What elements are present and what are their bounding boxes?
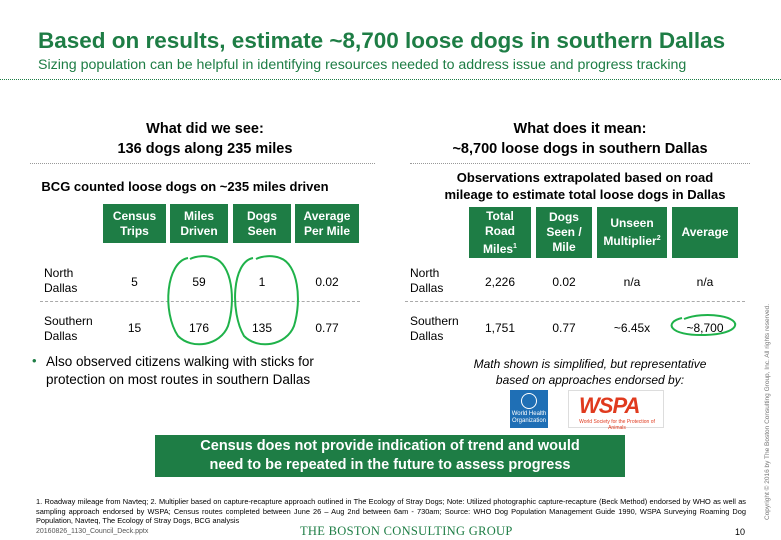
right-section-heading: What does it mean: ~8,700 loose dogs in … <box>420 119 740 159</box>
left-heading-line2: 136 dogs along 235 miles <box>117 141 293 157</box>
col-seen-line2: Seen / <box>546 225 582 239</box>
right-row-label-north-line1: North <box>410 266 440 280</box>
copyright-notice: Copyright © 2016 by The Boston Consultin… <box>764 303 771 520</box>
col-road-footnote-mark: 1 <box>513 242 517 250</box>
right-subheading-line1: Observations extrapolated based on road <box>456 170 714 185</box>
right-row-label-southern: Southern Dallas <box>410 314 459 344</box>
bullet-icon: • <box>32 353 37 368</box>
southern-miles-driven: 176 <box>188 321 210 335</box>
title-divider <box>0 79 781 80</box>
globe-icon <box>521 393 537 409</box>
left-subheading: BCG counted loose dogs on ~235 miles dri… <box>41 179 329 194</box>
right-heading-line2: ~8,700 loose dogs in southern Dallas <box>452 141 708 157</box>
southern-dogs-seen-per-mile: 0.77 <box>552 321 576 335</box>
wspa-logo-text: WSPA <box>579 393 640 418</box>
math-note-line1: Math shown is simplified, but representa… <box>473 357 707 371</box>
row-label-north-line1: North <box>44 266 74 280</box>
north-unseen-multiplier: n/a <box>623 275 641 289</box>
slide-subtitle: Sizing population can be helpful in iden… <box>38 57 687 73</box>
north-miles-driven: 59 <box>192 275 206 289</box>
right-heading-divider <box>410 163 750 164</box>
bcg-logo: THE BOSTON CONSULTING GROUP <box>300 524 513 538</box>
slide-title: Based on results, estimate ~8,700 loose … <box>38 28 726 53</box>
who-logo-icon: World Health Organization <box>510 390 548 428</box>
col-dogs-seen-per-mile: Dogs Seen / Mile <box>536 207 592 258</box>
right-row-label-north: North Dallas <box>410 266 443 296</box>
southern-dogs-seen: 135 <box>251 321 273 335</box>
col-road-line3: Miles <box>483 241 514 256</box>
col-census-trips-label: Census Trips <box>112 208 157 238</box>
observation-bullet-line1: Also observed citizens walking with stic… <box>46 354 314 369</box>
census-callout: Census does not provide indication of tr… <box>155 435 625 477</box>
wspa-logo-subtext: World Society for the Protection of Anim… <box>579 419 655 431</box>
col-unseen-line1: Unseen <box>610 216 654 230</box>
right-subheading: Observations extrapolated based on road … <box>425 169 745 203</box>
col-census-trips: Census Trips <box>103 204 166 243</box>
col-average-right-label: Average <box>681 225 729 239</box>
row-label-southern: Southern Dallas <box>44 314 93 344</box>
who-logo-text-line1: World Health <box>511 411 547 417</box>
row-label-southern-line1: Southern <box>44 314 93 328</box>
southern-unseen-multiplier: ~6.45x <box>613 321 651 335</box>
southern-total-road-miles: 1,751 <box>484 321 516 335</box>
col-seen-line3: Mile <box>552 240 576 254</box>
census-callout-line1: Census does not provide indication of tr… <box>200 438 580 454</box>
file-name: 20160826_1130_Council_Deck.pptx <box>36 528 149 535</box>
southern-census-trips: 15 <box>127 321 142 335</box>
right-heading-line1: What does it mean: <box>513 121 647 137</box>
row-label-southern-line2: Dallas <box>44 329 78 343</box>
southern-average-per-mile: 0.77 <box>315 321 339 335</box>
right-row-divider <box>405 301 745 302</box>
left-heading-divider <box>30 163 375 164</box>
col-unseen-line2: Multiplier <box>603 234 657 248</box>
census-callout-line2: need to be repeated in the future to ass… <box>209 457 571 473</box>
row-label-north: North Dallas <box>44 266 77 296</box>
math-note-line2: based on approaches endorsed by: <box>495 373 685 387</box>
col-average-per-mile-label: Average Per Mile <box>303 208 351 238</box>
right-row-label-southern-line2: Dallas <box>410 329 444 343</box>
col-seen-line1: Dogs <box>548 210 579 224</box>
col-unseen-footnote-mark: 2 <box>656 235 661 242</box>
left-section-heading: What did we see: 136 dogs along 235 mile… <box>60 119 350 159</box>
north-dogs-seen: 1 <box>258 275 266 289</box>
row-label-north-line2: Dallas <box>44 281 78 295</box>
col-dogs-seen-label: Dogs Seen <box>247 208 277 238</box>
col-average-right: Average <box>672 207 738 258</box>
north-total-road-miles: 2,226 <box>484 275 516 289</box>
right-row-label-north-line2: Dallas <box>410 281 444 295</box>
col-dogs-seen: Dogs Seen <box>233 204 291 243</box>
north-average-estimate: n/a <box>696 275 714 289</box>
left-heading-line1: What did we see: <box>146 121 264 137</box>
col-unseen-multiplier: Unseen Multiplier2 <box>597 207 667 258</box>
col-miles-driven-label: Miles Driven <box>180 208 218 238</box>
col-road-line2: Road <box>484 223 515 238</box>
who-logo-text-line2: Organization <box>511 418 547 424</box>
col-average-per-mile: Average Per Mile <box>295 204 359 243</box>
observation-bullet: Also observed citizens walking with stic… <box>46 353 376 389</box>
right-subheading-line2: mileage to estimate total loose dogs in … <box>444 187 726 202</box>
north-average-per-mile: 0.02 <box>315 275 339 289</box>
footnote: 1. Roadway mileage from Navteq; 2. Multi… <box>36 497 746 525</box>
left-row-divider <box>40 301 360 302</box>
col-miles-driven: Miles Driven <box>170 204 228 243</box>
observation-bullet-line2: protection on most routes in southern Da… <box>46 372 311 387</box>
page-number: 10 <box>735 527 746 537</box>
math-note: Math shown is simplified, but representa… <box>460 356 720 388</box>
wspa-logo-icon: WSPA World Society for the Protection of… <box>568 390 664 431</box>
southern-average-estimate: ~8,700 <box>686 321 724 335</box>
north-census-trips: 5 <box>131 275 138 289</box>
col-road-line1: Total <box>486 208 514 223</box>
right-row-label-southern-line1: Southern <box>410 314 459 328</box>
north-dogs-seen-per-mile: 0.02 <box>552 275 576 289</box>
col-total-road-miles: Total Road Miles1 <box>469 207 531 258</box>
